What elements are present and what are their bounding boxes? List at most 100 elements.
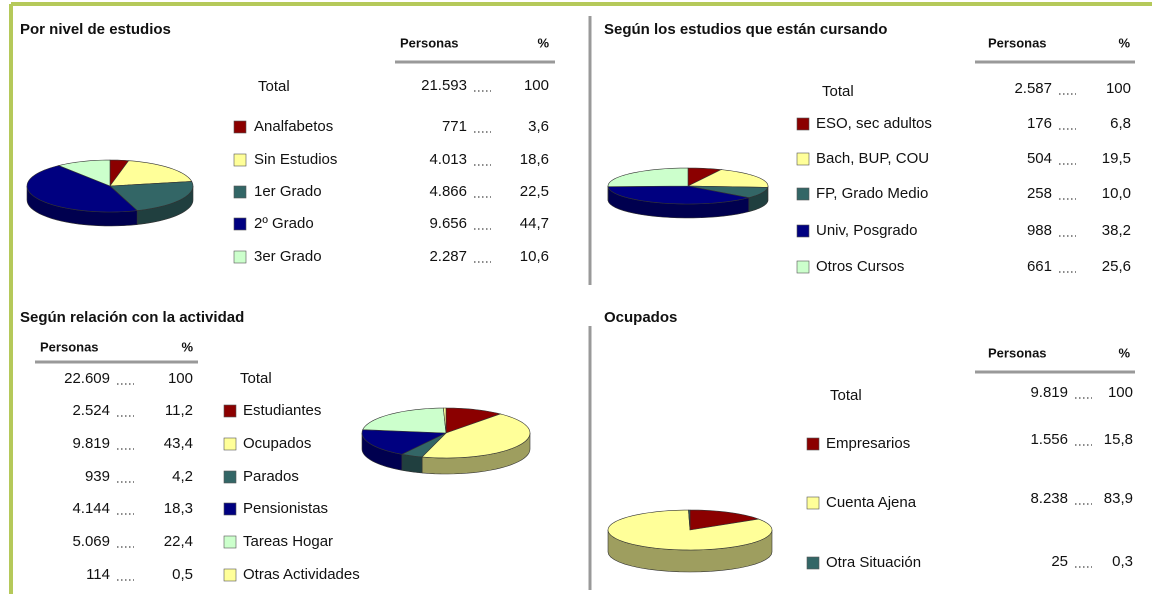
percent-label: 18,3	[164, 500, 193, 517]
column-header: %	[181, 339, 193, 354]
pie-top	[109, 181, 194, 211]
percent-label: 22,5	[520, 183, 549, 200]
pie-top	[421, 413, 531, 459]
percent-label: 10,6	[520, 248, 549, 265]
pie-top	[109, 160, 193, 187]
percent-label: 38,2	[1102, 222, 1131, 239]
legend-swatch	[796, 224, 810, 238]
legend-swatch	[223, 568, 237, 582]
percent-label: 44,7	[520, 215, 549, 232]
pie-slice	[687, 185, 769, 213]
pie-top	[443, 407, 447, 434]
pie-slice	[445, 407, 502, 434]
legend-swatch	[223, 404, 237, 418]
legend-label: Analfabetos	[254, 118, 333, 135]
pie-slice	[607, 167, 689, 201]
pie-top	[688, 509, 691, 531]
percent-label: 43,4	[164, 435, 193, 452]
persons: 258	[1027, 185, 1052, 202]
legend-swatch	[233, 185, 247, 199]
percent-label: 19,5	[1102, 150, 1131, 167]
column-header: Personas	[988, 35, 1047, 50]
legend-label: FP, Grado Medio	[816, 185, 928, 202]
pie-top	[445, 407, 502, 434]
legend-swatch	[806, 437, 820, 451]
pie-side	[401, 453, 423, 474]
total-label: Total	[830, 387, 862, 404]
legend-label: Univ, Posgrado	[816, 222, 917, 239]
percent-label: 25,6	[1102, 258, 1131, 275]
total-label: Total	[240, 370, 272, 387]
panel-title: Ocupados	[604, 309, 677, 326]
legend-swatch	[796, 117, 810, 131]
persons: 661	[1027, 258, 1052, 275]
total-persons: 9.819	[1030, 384, 1068, 401]
legend-swatch	[806, 556, 820, 570]
total-percent: 100	[168, 370, 193, 387]
percent-label: 0,5	[172, 566, 193, 583]
persons: 176	[1027, 115, 1052, 132]
total-percent: 100	[1106, 80, 1131, 97]
percent-label: 0,3	[1112, 553, 1133, 570]
percent-label: 3,6	[528, 118, 549, 135]
pie-top	[362, 407, 447, 434]
percent-label: 6,8	[1110, 115, 1131, 132]
persons: 8.238	[1030, 490, 1068, 507]
legend-label: Otras Actividades	[243, 566, 360, 583]
percent-label: 22,4	[164, 533, 193, 550]
pie-slice	[689, 509, 759, 531]
persons: 9.819	[72, 435, 110, 452]
legend-label: Otros Cursos	[816, 258, 904, 275]
total-percent: 100	[524, 77, 549, 94]
legend-swatch	[223, 470, 237, 484]
total-persons: 2.587	[1014, 80, 1052, 97]
legend-label: 3er Grado	[254, 248, 322, 265]
pie-slice	[687, 167, 723, 187]
pie-slice	[421, 413, 531, 475]
legend-swatch	[233, 250, 247, 264]
persons: 4.866	[429, 183, 467, 200]
pie-top	[361, 429, 447, 455]
pie-top	[57, 159, 111, 187]
pie-slice	[688, 509, 691, 531]
pie-top	[400, 432, 447, 458]
legend-label: 2º Grado	[254, 215, 314, 232]
percent-label: 83,9	[1104, 490, 1133, 507]
pie-top	[607, 167, 689, 187]
pie-slice	[362, 407, 447, 434]
persons: 504	[1027, 150, 1052, 167]
pie-top	[607, 185, 749, 205]
legend-swatch	[806, 496, 820, 510]
legend-label: Pensionistas	[243, 500, 328, 517]
pie-top	[687, 169, 769, 188]
legend-swatch	[233, 120, 247, 134]
pie-top	[687, 167, 723, 187]
legend-swatch	[796, 187, 810, 201]
legend-swatch	[223, 437, 237, 451]
pie-slice	[443, 407, 447, 434]
legend-swatch	[233, 153, 247, 167]
panel-title: Según relación con la actividad	[20, 309, 244, 326]
persons: 114	[86, 566, 110, 583]
percent-label: 4,2	[172, 468, 193, 485]
legend-swatch	[233, 217, 247, 231]
column-header: %	[1118, 345, 1130, 360]
legend-swatch	[223, 535, 237, 549]
persons: 2.287	[429, 248, 467, 265]
percent-label: 15,8	[1104, 431, 1133, 448]
panel-title: Por nivel de estudios	[20, 21, 171, 38]
column-header: %	[1118, 35, 1130, 50]
percent-label: 11,2	[165, 402, 193, 419]
persons: 1.556	[1030, 431, 1068, 448]
percent-label: 10,0	[1102, 185, 1131, 202]
legend-label: Tareas Hogar	[243, 533, 333, 550]
legend-label: Empresarios	[826, 435, 910, 452]
persons: 4.013	[429, 151, 467, 168]
total-persons: 21.593	[421, 77, 467, 94]
column-header: Personas	[988, 345, 1047, 360]
pie-slice	[57, 159, 111, 187]
percent-label: 18,6	[520, 151, 549, 168]
persons: 5.069	[72, 533, 110, 550]
